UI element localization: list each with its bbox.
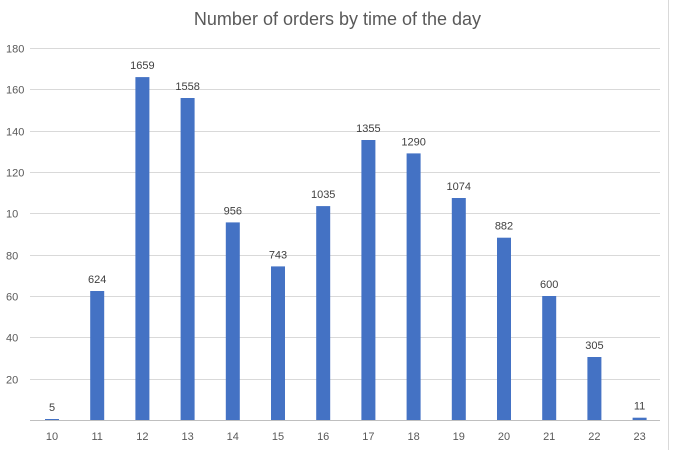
bar bbox=[135, 77, 149, 420]
data-label: 5 bbox=[49, 402, 55, 414]
bar bbox=[90, 291, 104, 420]
x-tick-label: 21 bbox=[543, 431, 555, 443]
bar bbox=[226, 222, 240, 420]
bar bbox=[452, 198, 466, 420]
x-tick-label: 22 bbox=[588, 431, 600, 443]
data-label: 1290 bbox=[401, 136, 425, 148]
bar bbox=[633, 418, 647, 420]
bar bbox=[181, 98, 195, 420]
data-label: 1074 bbox=[447, 181, 471, 193]
data-label: 882 bbox=[495, 221, 513, 233]
data-label: 624 bbox=[88, 274, 106, 286]
y-tick-label: 10 bbox=[6, 209, 18, 221]
y-tick-label: 180 bbox=[6, 44, 24, 56]
bar bbox=[316, 206, 330, 420]
data-label: 1659 bbox=[130, 60, 154, 72]
x-tick-label: 10 bbox=[46, 431, 58, 443]
data-label: 1558 bbox=[175, 81, 199, 93]
y-tick-label: 140 bbox=[6, 127, 24, 139]
data-label: 1035 bbox=[311, 189, 335, 201]
x-tick-label: 11 bbox=[91, 431, 102, 443]
x-tick-label: 19 bbox=[453, 431, 465, 443]
bar bbox=[271, 266, 285, 420]
data-label: 743 bbox=[269, 249, 287, 261]
x-tick-label: 20 bbox=[498, 431, 510, 443]
data-label: 11 bbox=[634, 401, 645, 413]
bar bbox=[407, 153, 421, 420]
bar bbox=[45, 419, 59, 420]
x-tick-label: 12 bbox=[136, 431, 148, 443]
y-tick-label: 160 bbox=[6, 85, 24, 97]
y-tick-label: 20 bbox=[6, 375, 18, 387]
x-tick-label: 17 bbox=[362, 431, 374, 443]
y-tick-label: 40 bbox=[6, 333, 18, 345]
data-label: 956 bbox=[224, 205, 242, 217]
y-tick-label: 80 bbox=[6, 251, 18, 263]
data-label: 305 bbox=[585, 340, 603, 352]
x-tick-label: 23 bbox=[633, 431, 645, 443]
y-tick-label: 60 bbox=[6, 292, 18, 304]
data-label: 1355 bbox=[356, 123, 380, 135]
bar bbox=[497, 238, 511, 420]
x-tick-label: 13 bbox=[181, 431, 193, 443]
x-tick-label: 18 bbox=[407, 431, 419, 443]
bar bbox=[361, 140, 375, 420]
bar bbox=[542, 296, 556, 420]
x-tick-label: 14 bbox=[227, 431, 239, 443]
bar bbox=[587, 357, 601, 420]
data-label: 600 bbox=[540, 279, 558, 291]
y-tick-label: 120 bbox=[6, 168, 24, 180]
x-tick-label: 16 bbox=[317, 431, 329, 443]
x-tick-label: 15 bbox=[272, 431, 284, 443]
